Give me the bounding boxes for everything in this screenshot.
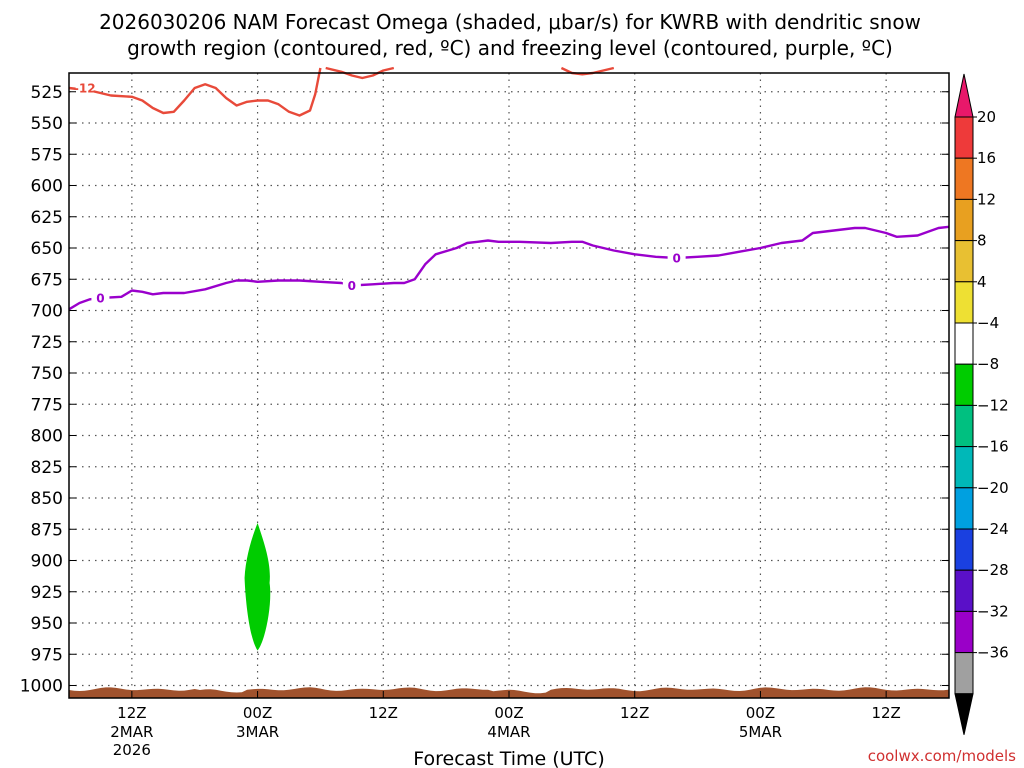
contour-label-bg <box>667 251 686 265</box>
y-tick-label: 725 <box>31 333 63 353</box>
y-tick-label: 525 <box>31 83 63 103</box>
y-tick-label: 800 <box>31 427 63 447</box>
contour-label: 0 <box>348 279 356 293</box>
y-tick-label: 600 <box>31 177 63 197</box>
colorbar-segment <box>954 569 974 612</box>
colorbar-segment <box>954 610 974 654</box>
colorbar-tick-label: −20 <box>977 479 1009 497</box>
colorbar-segment <box>954 240 974 283</box>
contour-line <box>68 225 950 311</box>
colorbar-tick-label: 12 <box>977 190 996 208</box>
x-tick-date: 4MAR <box>487 723 530 741</box>
x-tick-date: 3MAR <box>236 723 279 741</box>
colorbar-segment <box>954 157 974 200</box>
y-tick-label: 850 <box>31 489 63 509</box>
colorbar-tick-label: −4 <box>977 314 999 332</box>
y-tick-label: 975 <box>31 645 63 665</box>
colorbar-segment <box>954 322 974 365</box>
y-tick-label: 625 <box>31 208 63 228</box>
x-tick-year: 2026 <box>113 741 151 759</box>
x-tick-label: 00Z <box>746 704 775 722</box>
colorbar-tick-label: 20 <box>977 108 996 126</box>
x-tick-label: 00Z <box>494 704 523 722</box>
x-tick-label: 12Z <box>369 704 398 722</box>
y-tick-label: 750 <box>31 364 63 384</box>
colorbar-tick-label: −24 <box>977 520 1009 538</box>
contour-label: 0 <box>672 252 680 266</box>
chart-title-line1: 2026030206 NAM Forecast Omega (shaded, μ… <box>99 10 921 34</box>
x-tick-date: 5MAR <box>739 723 782 741</box>
contour-label-bg <box>91 291 110 305</box>
omega-upward-motion-region <box>244 523 271 651</box>
contour-label: 0 <box>96 292 104 306</box>
y-tick-label: 550 <box>31 114 63 134</box>
y-tick-label: 925 <box>31 583 63 603</box>
y-tick-label: 825 <box>31 458 63 478</box>
colorbar-tick-label: −8 <box>977 355 999 373</box>
colorbar-tick-label: −28 <box>977 561 1009 579</box>
y-tick-label: 900 <box>31 552 63 572</box>
y-tick-label: 950 <box>31 614 63 634</box>
y-tick-label: 650 <box>31 239 63 259</box>
colorbar-segment <box>954 116 974 159</box>
y-tick-label: 700 <box>31 302 63 322</box>
colorbar-tick-label: −32 <box>977 602 1009 620</box>
grid <box>69 73 949 698</box>
colorbar-tick-label: 16 <box>977 149 996 167</box>
contour-label-bg <box>342 278 361 293</box>
y-tick-label: 875 <box>31 520 63 540</box>
y-tick-label: 675 <box>31 270 63 290</box>
contour-line <box>325 66 395 80</box>
colorbar-tick-label: −36 <box>977 644 1009 662</box>
colorbar-segment <box>954 487 974 530</box>
colorbar-segment <box>954 281 974 324</box>
y-tick-label: 775 <box>31 395 63 415</box>
colorbar-segment <box>954 528 974 571</box>
contours: -12 0 0 0 <box>68 66 950 311</box>
colorbar-tick-label: −12 <box>977 396 1009 414</box>
y-axis: 525 550 575 600 625 650 675 700 725 750 775 800 825 8… <box>20 83 949 697</box>
colorbar-segment <box>954 652 974 695</box>
contour-label: -12 <box>74 82 96 96</box>
x-axis-label: Forecast Time (UTC) <box>413 748 604 768</box>
colorbar-segment <box>954 198 974 242</box>
colorbar-segment <box>954 404 974 448</box>
colorbar-bottom-triangle <box>954 693 974 735</box>
colorbar-segment <box>954 446 974 489</box>
colorbar-tick-label: 4 <box>977 273 987 291</box>
omega-shading <box>244 523 271 651</box>
x-tick-date: 2MAR <box>110 723 153 741</box>
colorbar: 20 16 12 8 4 −4 −8 −12 −16 −20 −24 −28 −32 −36 <box>954 73 1009 735</box>
plot-frame <box>68 72 950 699</box>
x-tick-label: 12Z <box>117 704 146 722</box>
colorbar-top-triangle <box>954 73 974 118</box>
chart-title-line2: growth region (contoured, red, ºC) and f… <box>127 36 893 60</box>
contour-line <box>68 67 322 117</box>
x-tick-label: 12Z <box>620 704 649 722</box>
colorbar-tick-label: −16 <box>977 438 1009 456</box>
colorbar-segment <box>954 363 974 406</box>
credit-link[interactable]: coolwx.com/models <box>868 747 1016 765</box>
x-tick-label: 00Z <box>243 704 272 722</box>
y-tick-label: 575 <box>31 145 63 165</box>
x-tick-label: 12Z <box>871 704 900 722</box>
y-tick-label: 1000 <box>20 677 63 697</box>
colorbar-tick-label: 8 <box>977 232 987 250</box>
contour-label-bg <box>75 81 94 95</box>
